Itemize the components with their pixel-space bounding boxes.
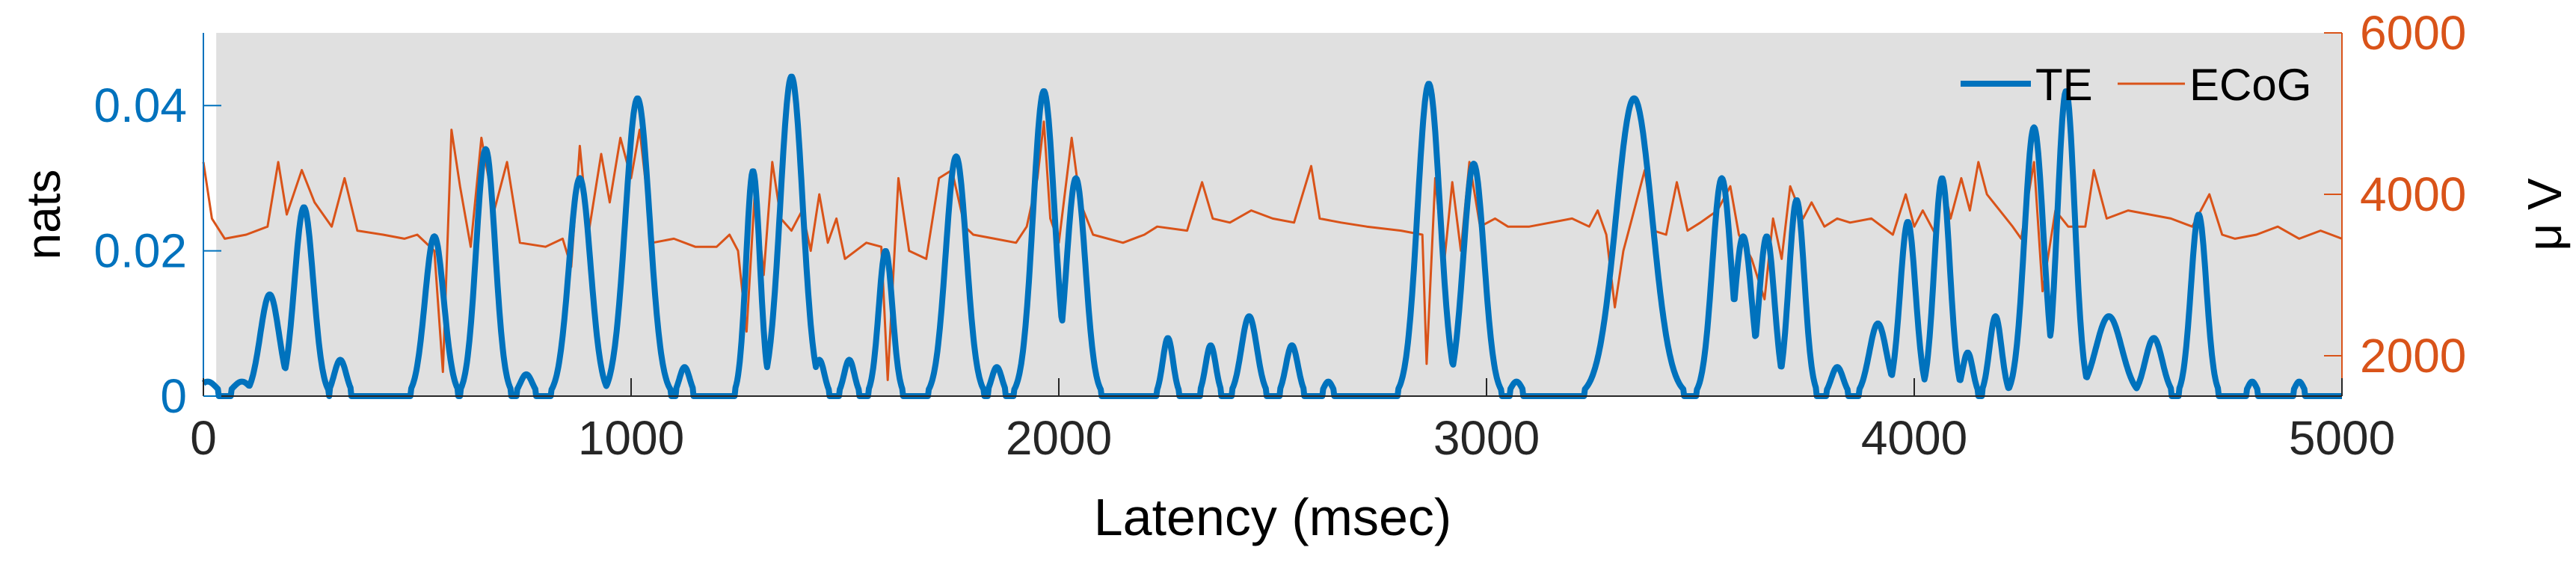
x-tick-label: 0 xyxy=(190,411,217,465)
x-tick-label: 3000 xyxy=(1433,411,1540,465)
y-right-tick-label: 2000 xyxy=(2360,329,2466,383)
legend-te-label: TE xyxy=(2035,60,2093,110)
x-tick-label: 5000 xyxy=(2289,411,2395,465)
y-right-tick-label: 6000 xyxy=(2360,6,2466,60)
ticks-layer: 0 1000 2000 3000 4000 5000 0 0.02 0.04 2000 4000 60… xyxy=(93,6,2466,465)
y-left-label: nats xyxy=(16,170,70,260)
y-right-tick-label: 4000 xyxy=(2360,167,2466,221)
x-tick-label: 1000 xyxy=(578,411,684,465)
y-left-tick-label: 0.04 xyxy=(93,78,187,132)
x-tick-label: 4000 xyxy=(1861,411,1967,465)
y-right-label: μ V xyxy=(2518,178,2572,251)
x-tick-label: 2000 xyxy=(1006,411,1112,465)
legend-ecog-label: ECoG xyxy=(2189,60,2311,110)
y-left-tick-label: 0 xyxy=(160,369,187,423)
x-axis-label: Latency (msec) xyxy=(1094,488,1451,546)
legend: TE ECoG xyxy=(1961,60,2311,110)
y-left-tick-label: 0.02 xyxy=(93,224,187,278)
